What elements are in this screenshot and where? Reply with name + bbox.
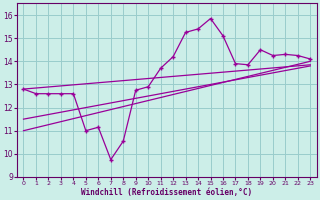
X-axis label: Windchill (Refroidissement éolien,°C): Windchill (Refroidissement éolien,°C) (81, 188, 252, 197)
